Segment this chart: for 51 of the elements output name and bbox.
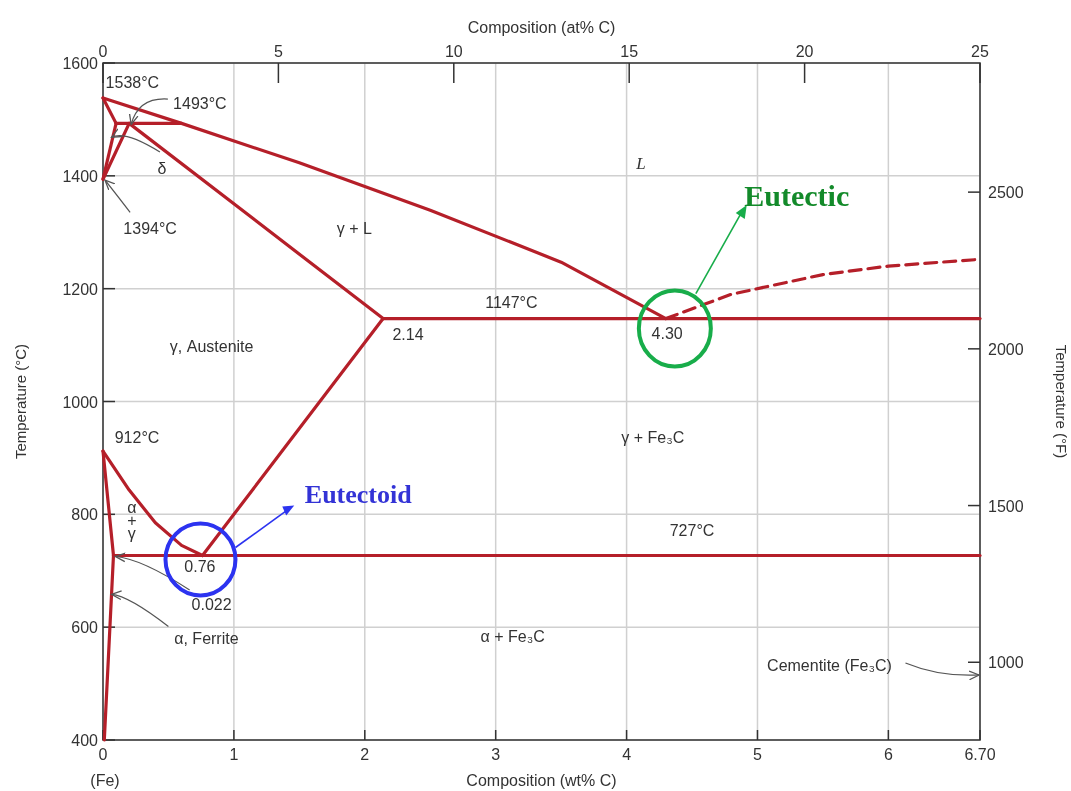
annotation: α, Ferrite	[174, 630, 239, 648]
annotation: 1147°C	[485, 294, 538, 312]
y-axis-title: Temperature (°C)	[12, 343, 29, 460]
y2-axis-title: Temperature (°F)	[1053, 344, 1070, 459]
x-tick-label: 2	[360, 746, 370, 763]
annotation: Eutectoid	[304, 480, 413, 510]
annotation: 1394°C	[123, 220, 177, 238]
y2-tick-label: 2500	[988, 184, 1024, 202]
annotation: 1493°C	[173, 95, 227, 113]
annotation: 912°C	[114, 429, 160, 447]
y-tick-label: 1400	[62, 167, 99, 185]
x-tick-label: 6	[883, 746, 893, 763]
x-tick-label: 4	[622, 746, 632, 763]
annotation: 0.76	[184, 558, 216, 576]
x2-tick-label: 25	[971, 43, 989, 60]
x2-tick-label: 0	[98, 43, 108, 60]
y-tick-label: 1000	[62, 393, 99, 411]
annotation: 0.022	[191, 596, 232, 614]
x-tick-label: 5	[753, 746, 763, 763]
x2-tick-label: 20	[795, 43, 814, 60]
annotation: γ, Austenite	[169, 338, 254, 356]
y-tick-label: 600	[71, 619, 99, 637]
annotation: δ	[157, 159, 167, 177]
annotation: α + Fe₃C	[480, 628, 545, 646]
x2-tick-label: 10	[444, 43, 463, 60]
annotation: 2.14	[392, 325, 424, 343]
annotation: γ + Fe₃C	[621, 429, 685, 447]
y2-tick-label: 1000	[988, 654, 1024, 672]
x-tick-label: 0	[98, 746, 108, 763]
x2-tick-label: 5	[273, 43, 283, 60]
x-tick-label: 1	[229, 746, 239, 763]
y-tick-label: 800	[71, 506, 99, 524]
annotation: L	[635, 153, 646, 173]
x-tick-label: 6.70	[964, 746, 996, 763]
x-axis-title: Composition (wt% C)	[466, 772, 617, 789]
annotation: Cementite (Fe₃C)	[767, 656, 892, 674]
y-tick-label: 1200	[62, 280, 99, 298]
x-tick-label: 3	[491, 746, 501, 763]
annotation: 4.30	[651, 325, 683, 343]
annotation: 1538°C	[105, 74, 160, 92]
y2-tick-label: 1500	[988, 497, 1024, 515]
annotation: α + γ	[127, 498, 137, 542]
annotation: γ + L	[336, 220, 372, 238]
x2-axis-title: Composition (at% C)	[467, 19, 616, 36]
y-tick-label: 400	[71, 732, 99, 749]
y2-tick-label: 2000	[988, 340, 1024, 358]
annotation: 727°C	[669, 522, 715, 540]
y-tick-label: 1600	[62, 55, 99, 72]
text: (Fe)	[90, 772, 120, 789]
annotation: Eutectic	[744, 179, 850, 213]
x2-tick-label: 15	[620, 43, 639, 60]
